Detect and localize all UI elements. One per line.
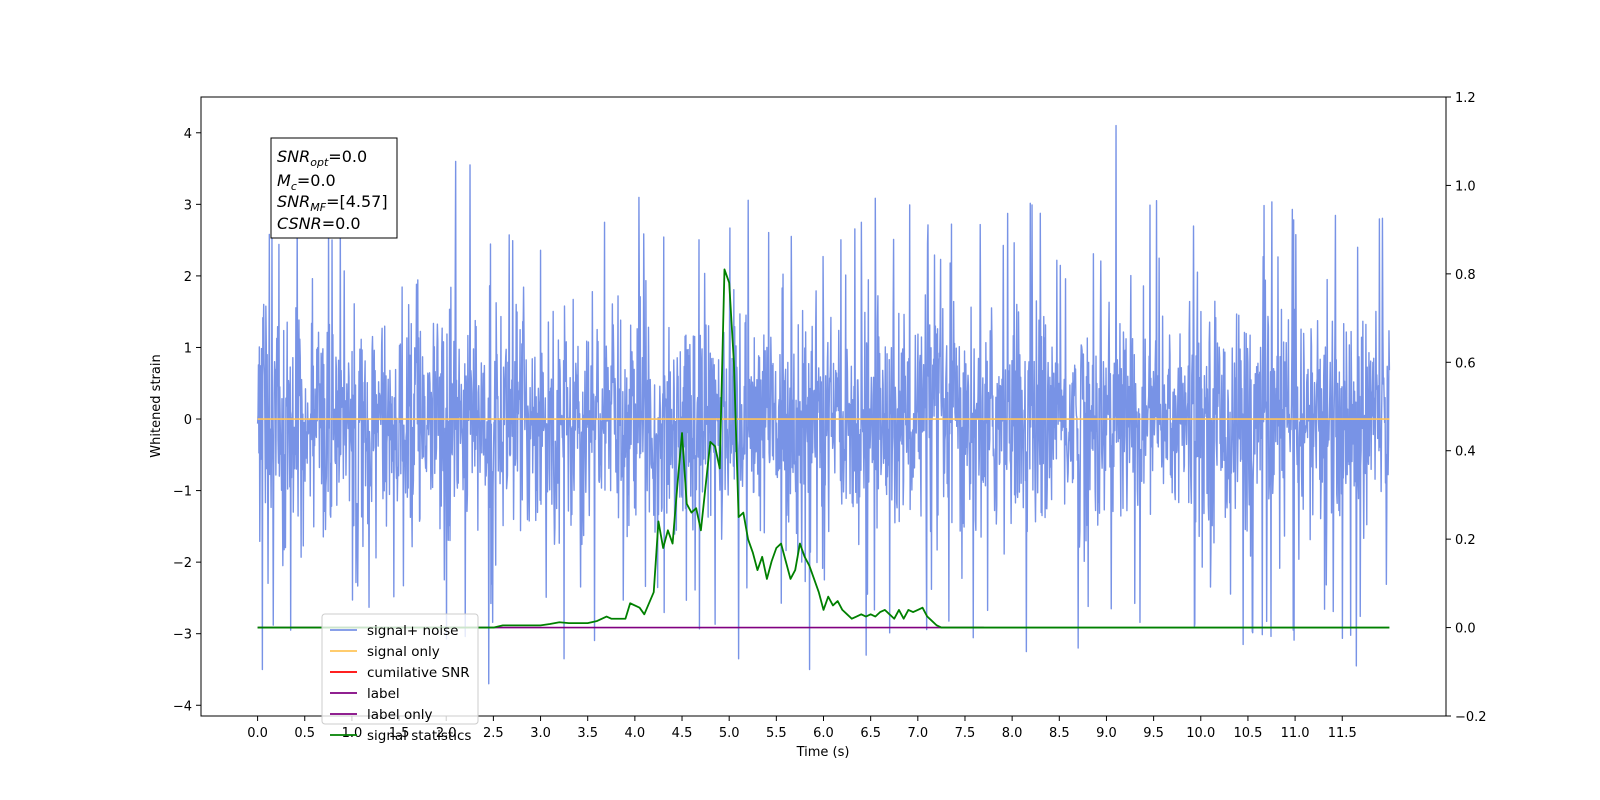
y-right-tick-label: 0.8 bbox=[1455, 268, 1476, 283]
series-layer bbox=[256, 124, 1391, 685]
y-left-tick-label: 2 bbox=[184, 270, 192, 285]
annotation-csnr-value: =0.0 bbox=[322, 214, 361, 233]
annotation-snr-mf-value: =[4.57] bbox=[326, 192, 388, 211]
annotation-mc-symbol: M bbox=[277, 171, 291, 190]
x-tick-label: 1.5 bbox=[389, 726, 410, 741]
x-tick-label: 0.5 bbox=[294, 726, 315, 741]
x-tick-label: 10.5 bbox=[1233, 726, 1262, 741]
y-left-tick-label: 4 bbox=[184, 127, 192, 142]
y-right-tick-label: 0.4 bbox=[1455, 445, 1476, 460]
annotation-snr-opt-value: =0.0 bbox=[328, 147, 367, 166]
x-tick-label: 9.5 bbox=[1143, 726, 1164, 741]
legend-label: label only bbox=[367, 707, 433, 723]
annotation-box bbox=[270, 137, 398, 239]
legend-label: cumilative SNR bbox=[367, 665, 470, 681]
annotation-snr-opt-symbol: SNR bbox=[277, 147, 310, 166]
annotation-csnr: CSNR=0.0 bbox=[277, 214, 361, 233]
x-tick-label: 3.0 bbox=[530, 726, 551, 741]
annotation-snr-mf-sub: MF bbox=[310, 201, 326, 214]
x-tick-label: 2.0 bbox=[436, 726, 457, 741]
legend-label: signal+ noise bbox=[367, 623, 458, 639]
x-tick-label: 2.5 bbox=[483, 726, 504, 741]
x-tick-label: 0.0 bbox=[247, 726, 268, 741]
x-tick-label: 8.0 bbox=[1002, 726, 1023, 741]
y-left-tick-label: 0 bbox=[184, 413, 192, 428]
x-tick-label: 4.5 bbox=[672, 726, 693, 741]
annotation-csnr-symbol: CSNR bbox=[277, 214, 322, 233]
x-axis-ticks: 0.0 0.5 1.0 1.5 2.0 2.5 3.0 3.5 4.0 4.5 5.0 5.5 6.0 6… bbox=[247, 716, 1357, 741]
legend-entry-cumilative-snr: cumilative SNR bbox=[330, 665, 470, 681]
y-right-tick-label: 0.2 bbox=[1455, 533, 1476, 548]
legend-frame bbox=[321, 613, 479, 725]
series-line-signal-noise bbox=[256, 124, 1391, 685]
legend-entries: signal+ noise signal only cumilative SNR la… bbox=[330, 623, 471, 744]
x-tick-label: 5.0 bbox=[719, 726, 740, 741]
x-tick-label: 7.5 bbox=[955, 726, 976, 741]
x-tick-label: 4.0 bbox=[625, 726, 646, 741]
x-tick-label: 6.0 bbox=[813, 726, 834, 741]
y-left-tick-label: −4 bbox=[173, 699, 192, 714]
y-right-tick-label: 1.2 bbox=[1455, 91, 1476, 106]
stats-annotation: SNRopt=0.0 Mc=0.0 SNRMF=[4.57] CSNR=0.0 bbox=[270, 137, 398, 239]
y-left-tick-label: 1 bbox=[184, 341, 192, 356]
annotation-mc-sub: c bbox=[291, 180, 297, 193]
y-right-tick-label: 0.0 bbox=[1455, 622, 1476, 637]
legend-entry-signal-statistics: signal statistics bbox=[330, 728, 471, 744]
annotation-snr-mf-symbol: SNR bbox=[277, 192, 310, 211]
x-tick-label: 6.5 bbox=[860, 726, 881, 741]
annotation-mc: Mc=0.0 bbox=[277, 171, 336, 193]
legend-label: label bbox=[367, 686, 400, 702]
y-axis-left-ticks: 4 3 2 1 0 −1 −2 −3 −4 bbox=[173, 127, 201, 714]
legend: signal+ noise signal only cumilative SNR la… bbox=[321, 613, 479, 744]
x-tick-label: 9.0 bbox=[1096, 726, 1117, 741]
x-tick-label: 1.0 bbox=[342, 726, 363, 741]
legend-entry-signal-noise: signal+ noise bbox=[330, 623, 458, 639]
legend-label: signal only bbox=[367, 644, 440, 660]
y-axis-label: Whitened strain bbox=[149, 354, 164, 457]
y-right-tick-label: −0.2 bbox=[1455, 710, 1487, 725]
annotation-snr-opt: SNRopt=0.0 bbox=[277, 147, 367, 169]
x-tick-label: 11.5 bbox=[1328, 726, 1357, 741]
y-left-tick-label: −3 bbox=[173, 628, 192, 643]
y-left-tick-label: 3 bbox=[184, 198, 192, 213]
x-tick-label: 8.5 bbox=[1049, 726, 1070, 741]
x-axis-label: Time (s) bbox=[796, 745, 850, 760]
y-axis-right-ticks: 1.2 1.0 0.8 0.6 0.4 0.2 0.0 −0.2 bbox=[1446, 91, 1487, 725]
x-tick-label: 11.0 bbox=[1281, 726, 1310, 741]
legend-label: signal statistics bbox=[367, 728, 471, 744]
x-tick-label: 3.5 bbox=[577, 726, 598, 741]
annotation-snr-opt-sub: opt bbox=[310, 156, 329, 169]
x-tick-label: 10.0 bbox=[1186, 726, 1215, 741]
legend-entry-signal-only: signal only bbox=[330, 644, 440, 660]
legend-entry-label-only: label only bbox=[330, 707, 433, 723]
y-left-tick-label: −1 bbox=[173, 485, 192, 500]
legend-entry-label: label bbox=[330, 686, 400, 702]
x-tick-label: 5.5 bbox=[766, 726, 787, 741]
series-line-signal-statistics bbox=[257, 268, 1390, 629]
annotation-mc-value: =0.0 bbox=[297, 171, 336, 190]
y-right-tick-label: 0.6 bbox=[1455, 356, 1476, 371]
y-right-tick-label: 1.0 bbox=[1455, 179, 1476, 194]
annotation-snr-mf: SNRMF=[4.57] bbox=[277, 192, 388, 214]
y-left-tick-label: −2 bbox=[173, 556, 192, 571]
x-tick-label: 7.0 bbox=[907, 726, 928, 741]
